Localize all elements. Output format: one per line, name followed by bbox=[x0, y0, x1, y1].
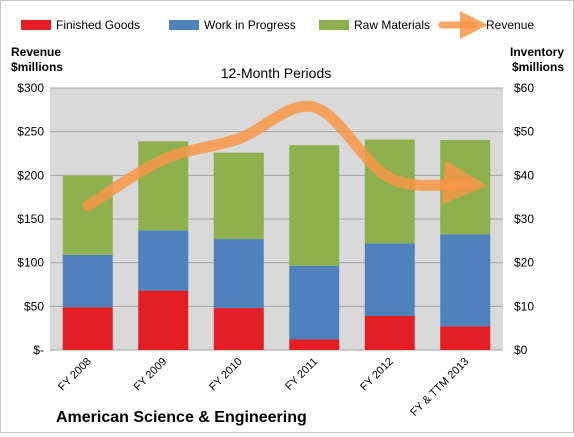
x-axis-tick-label: FY 2011 bbox=[283, 356, 320, 393]
x-axis-tick-label: FY 2008 bbox=[56, 356, 94, 394]
bar-work-in-progress bbox=[213, 239, 264, 309]
legend-label-work-in-progress: Work in Progress bbox=[204, 18, 296, 32]
legend-swatch-raw-materials bbox=[319, 20, 349, 30]
right-axis-tick-label: $20 bbox=[514, 256, 534, 270]
bar-work-in-progress bbox=[440, 234, 491, 327]
x-axis-tick-label: FY 2009 bbox=[132, 356, 170, 394]
right-axis-tick-label: $0 bbox=[514, 343, 528, 357]
bar-work-in-progress bbox=[62, 254, 113, 308]
right-axis-tick-label: $30 bbox=[514, 212, 534, 226]
left-axis-label-line2: $millions bbox=[11, 60, 63, 74]
bar-finished-goods bbox=[440, 326, 491, 350]
company-name: American Science & Engineering bbox=[56, 409, 307, 426]
x-axis-tick-label: FY & TTM 2013 bbox=[408, 356, 471, 419]
bar-work-in-progress bbox=[289, 265, 340, 340]
left-axis-tick-label: $50 bbox=[24, 299, 44, 313]
legend-swatch-work-in-progress bbox=[169, 20, 199, 30]
bar-raw-materials bbox=[289, 145, 340, 266]
left-axis-label-line1: Revenue bbox=[11, 45, 61, 59]
legend-label-revenue: Revenue bbox=[486, 18, 534, 32]
right-axis-tick-label: $10 bbox=[514, 299, 534, 313]
bar-finished-goods bbox=[62, 307, 113, 350]
x-axis-tick-label: FY 2012 bbox=[358, 356, 396, 394]
left-axis-tick-label: $150 bbox=[17, 212, 44, 226]
bar-finished-goods bbox=[289, 339, 340, 350]
right-axis-tick-label: $60 bbox=[514, 81, 534, 95]
bar-finished-goods bbox=[213, 308, 264, 350]
left-axis-tick-label: $100 bbox=[17, 256, 44, 270]
chart-title: 12-Month Periods bbox=[221, 65, 332, 81]
left-axis-tick-label: $300 bbox=[17, 81, 44, 95]
left-axis-tick-label: $250 bbox=[17, 125, 44, 139]
right-axis-label-line1: Inventory bbox=[510, 45, 564, 59]
left-axis-tick-label: $200 bbox=[17, 168, 44, 182]
legend-label-finished-goods: Finished Goods bbox=[56, 18, 140, 32]
left-axis-tick-label: $- bbox=[33, 343, 44, 357]
bar-raw-materials bbox=[213, 152, 264, 240]
revenue-line bbox=[82, 100, 488, 212]
bar-work-in-progress bbox=[138, 230, 189, 291]
bar-finished-goods bbox=[138, 290, 189, 350]
x-axis-tick-label: FY 2010 bbox=[207, 356, 245, 394]
bar-work-in-progress bbox=[364, 243, 415, 316]
legend-label-raw-materials: Raw Materials bbox=[354, 18, 430, 32]
legend-swatch-finished-goods bbox=[21, 20, 51, 30]
bar-raw-materials bbox=[364, 139, 415, 244]
bar-finished-goods bbox=[364, 315, 415, 350]
bar-raw-materials bbox=[62, 175, 113, 255]
right-axis-tick-label: $40 bbox=[514, 168, 534, 182]
right-axis-tick-label: $50 bbox=[514, 125, 534, 139]
right-axis-label-line2: $millions bbox=[512, 60, 564, 74]
